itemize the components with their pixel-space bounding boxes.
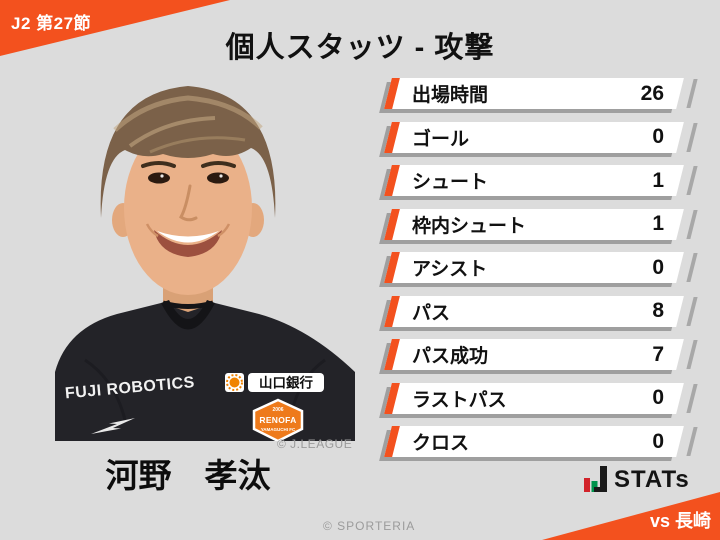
decor-slash bbox=[686, 209, 698, 239]
stat-value: 8 bbox=[652, 299, 664, 322]
opponent-label: vs 長崎 bbox=[649, 511, 711, 531]
stat-row-key-passes: ラストパス 0 bbox=[384, 382, 698, 414]
stat-label: パス成功 bbox=[412, 346, 489, 367]
stat-value: 0 bbox=[652, 255, 664, 279]
decor-slash bbox=[686, 427, 698, 456]
decor-slash bbox=[686, 340, 698, 369]
jstats-bars-icon bbox=[584, 466, 607, 492]
player-eye-right bbox=[207, 172, 229, 184]
stat-row-crosses: クロス 0 bbox=[384, 426, 698, 457]
club-crest: 2006 RENOFA YAMAGUCHI FC bbox=[252, 398, 304, 441]
stat-row-shots-on-target: 枠内シュート 1 bbox=[384, 208, 698, 240]
stat-value: 0 bbox=[652, 386, 664, 409]
stat-value: 7 bbox=[652, 342, 664, 366]
jstats-logo: STATs bbox=[584, 466, 690, 492]
stat-value: 0 bbox=[652, 125, 664, 148]
decor-slash bbox=[686, 122, 698, 152]
decor-slash bbox=[686, 79, 698, 108]
svg-text:RENOFA: RENOFA bbox=[259, 415, 296, 425]
stat-label: クロス bbox=[412, 433, 470, 454]
player-photo: FUJI ROBOTICS 山口銀行 2006 RENOFA YAMAGUCHI… bbox=[55, 86, 355, 441]
page-title: 個人スタッツ - 攻撃 bbox=[225, 32, 495, 64]
stat-label: パス bbox=[412, 302, 451, 324]
stat-value: 26 bbox=[640, 81, 664, 105]
round-label: J2 第27節 bbox=[11, 14, 92, 33]
decor-slash bbox=[686, 296, 698, 326]
decor-slash bbox=[686, 166, 698, 195]
stat-label: シュート bbox=[412, 172, 489, 193]
stat-value: 0 bbox=[652, 429, 664, 453]
stats-list: 出場時間 26 ゴール 0 シュート 1 枠内シュート 1 アシスト 0 パス 8 bbox=[384, 78, 698, 470]
decor-slash bbox=[686, 383, 698, 413]
site-credit: © SPORTERIA bbox=[323, 519, 416, 533]
stat-label: ゴール bbox=[412, 128, 470, 150]
jstats-logo-text: STATs bbox=[614, 466, 690, 493]
maker-logo-icon bbox=[91, 418, 135, 434]
svg-text:YAMAGUCHI FC: YAMAGUCHI FC bbox=[261, 427, 296, 432]
player-eye-left bbox=[148, 172, 170, 184]
jersey-sponsor-right: 山口銀行 bbox=[259, 375, 313, 391]
stat-value: 1 bbox=[652, 168, 664, 192]
stat-label: 枠内シュート bbox=[412, 215, 527, 237]
stat-label: アシスト bbox=[412, 259, 488, 280]
player-mouth bbox=[154, 230, 222, 257]
stat-label: 出場時間 bbox=[412, 85, 489, 106]
svg-text:2006: 2006 bbox=[272, 407, 283, 413]
stat-row-minutes: 出場時間 26 bbox=[384, 78, 698, 109]
bank-sun-icon bbox=[229, 377, 240, 388]
photo-credit: © J.LEAGUE bbox=[277, 437, 353, 451]
stat-row-assists: アシスト 0 bbox=[384, 252, 698, 283]
stat-value: 1 bbox=[652, 212, 664, 235]
stat-row-passes-completed: パス成功 7 bbox=[384, 339, 698, 370]
stat-label: ラストパス bbox=[412, 389, 507, 411]
stat-row-goals: ゴール 0 bbox=[384, 121, 698, 153]
decor-slash bbox=[686, 253, 698, 282]
stat-row-passes: パス 8 bbox=[384, 295, 698, 327]
player-name: 河野 孝汰 bbox=[105, 457, 271, 494]
player-hair bbox=[100, 86, 276, 218]
stat-row-shots: シュート 1 bbox=[384, 165, 698, 196]
